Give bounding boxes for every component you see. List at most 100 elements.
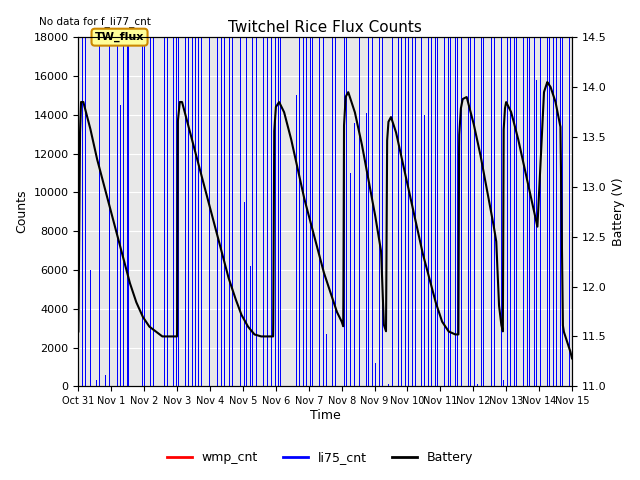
Bar	[566, 37, 568, 386]
Bar	[494, 37, 495, 386]
X-axis label: Time: Time	[310, 409, 340, 422]
Text: No data for f_li77_cnt: No data for f_li77_cnt	[39, 16, 151, 27]
Bar	[540, 37, 541, 386]
Bar	[344, 37, 345, 386]
Bar	[332, 37, 333, 386]
Bar	[120, 105, 121, 386]
Bar	[164, 37, 165, 386]
Bar	[382, 37, 383, 386]
Bar	[503, 381, 504, 386]
Bar	[435, 37, 436, 386]
Bar	[463, 37, 465, 386]
Bar	[99, 37, 100, 386]
Bar	[90, 270, 91, 386]
Bar	[516, 37, 517, 386]
Bar	[428, 37, 429, 386]
Bar	[109, 37, 110, 386]
Bar	[497, 37, 499, 386]
Bar	[188, 37, 189, 386]
Bar	[405, 37, 406, 386]
Bar	[340, 37, 341, 386]
Bar	[278, 37, 279, 386]
Bar	[159, 37, 161, 386]
Bar	[375, 363, 376, 386]
Bar	[470, 37, 471, 386]
Bar	[102, 37, 104, 386]
Bar	[240, 37, 241, 386]
Bar	[501, 37, 502, 386]
Bar	[326, 334, 327, 386]
Bar	[205, 37, 207, 386]
Bar	[134, 37, 136, 386]
Title: Twitchel Rice Flux Counts: Twitchel Rice Flux Counts	[228, 20, 422, 35]
Bar	[556, 37, 557, 386]
Bar	[221, 37, 222, 386]
Bar	[335, 37, 336, 386]
Bar	[481, 37, 482, 386]
Bar	[136, 37, 138, 386]
Bar	[379, 37, 380, 386]
Bar	[444, 37, 445, 386]
Bar	[461, 37, 462, 386]
Bar	[142, 37, 143, 386]
Bar	[157, 37, 159, 386]
Bar	[198, 37, 199, 386]
Bar	[96, 381, 97, 386]
Bar	[368, 37, 369, 386]
Bar	[244, 202, 245, 386]
Bar	[569, 37, 570, 386]
Y-axis label: Counts: Counts	[15, 190, 28, 233]
Bar	[359, 37, 360, 386]
Bar	[549, 37, 550, 386]
Bar	[195, 37, 196, 386]
Bar	[85, 37, 86, 386]
Bar	[547, 37, 548, 386]
Bar	[176, 37, 177, 386]
Bar	[415, 37, 416, 386]
Bar	[296, 96, 297, 386]
Bar	[105, 375, 106, 386]
Bar	[448, 37, 449, 386]
Bar	[354, 122, 355, 386]
Bar	[113, 37, 115, 386]
Bar	[292, 37, 293, 386]
Bar	[527, 37, 528, 386]
Bar	[346, 37, 347, 386]
Bar	[421, 37, 422, 386]
Bar	[520, 37, 522, 386]
Bar	[88, 235, 90, 386]
Bar	[117, 37, 118, 386]
Bar	[514, 37, 515, 386]
Bar	[529, 37, 531, 386]
Bar	[263, 37, 264, 386]
Bar	[394, 37, 396, 386]
Bar	[483, 37, 484, 386]
Bar	[283, 377, 284, 386]
Text: TW_flux: TW_flux	[95, 32, 144, 42]
Bar	[153, 37, 154, 386]
Bar	[185, 37, 186, 386]
Bar	[392, 37, 393, 386]
Bar	[372, 37, 373, 386]
Bar	[366, 113, 367, 386]
Bar	[398, 37, 399, 386]
Bar	[306, 37, 307, 386]
Bar	[128, 37, 129, 386]
Bar	[457, 37, 458, 386]
Bar	[280, 37, 281, 386]
Bar	[271, 37, 272, 386]
Bar	[312, 37, 313, 386]
Bar	[232, 37, 233, 386]
Bar	[246, 37, 247, 386]
Bar	[209, 37, 210, 386]
Bar	[217, 37, 218, 386]
Legend: wmp_cnt, li75_cnt, Battery: wmp_cnt, li75_cnt, Battery	[162, 446, 478, 469]
Bar	[491, 37, 492, 386]
Bar	[424, 115, 425, 386]
Bar	[303, 37, 304, 386]
Y-axis label: Battery (V): Battery (V)	[612, 178, 625, 246]
Bar	[267, 37, 268, 386]
Bar	[509, 37, 511, 386]
Bar	[275, 37, 276, 386]
Bar	[250, 266, 251, 386]
